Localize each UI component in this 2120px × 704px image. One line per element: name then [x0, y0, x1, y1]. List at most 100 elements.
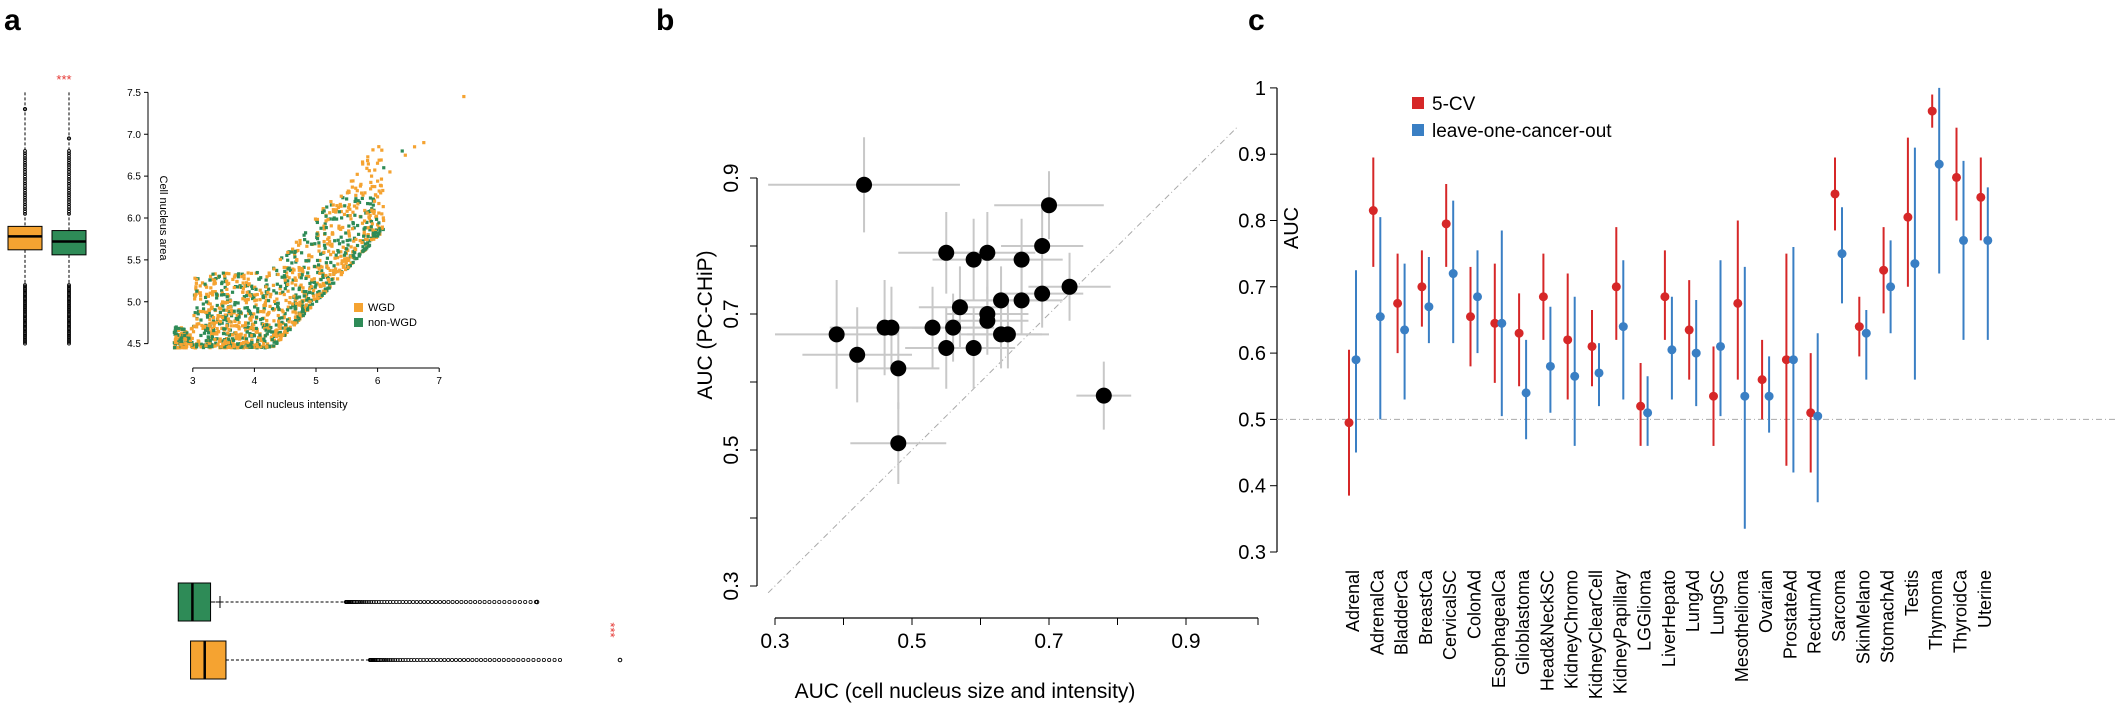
- point-loco: [1473, 292, 1482, 302]
- wgd-point: [315, 265, 319, 269]
- box-intensity-wgd-outlier: [536, 658, 541, 663]
- box-area-wgd-outlier: [23, 183, 27, 188]
- wgd-point: [249, 271, 254, 275]
- wgd-point: [190, 336, 194, 341]
- non-wgd-point: [342, 253, 347, 257]
- wgd-point: [192, 313, 196, 318]
- wgd-point: [300, 266, 304, 271]
- non-wgd-point: [297, 286, 302, 290]
- wgd-point: [255, 292, 259, 297]
- point-5cv: [1587, 341, 1597, 351]
- wgd-point: [326, 266, 330, 270]
- wgd-point: [219, 307, 223, 311]
- non-wgd-point: [201, 307, 206, 311]
- non-wgd-point: [304, 290, 308, 294]
- wgd-point: [362, 230, 366, 234]
- non-wgd-point: [293, 306, 297, 310]
- wgd-point: [340, 261, 344, 266]
- point-loco: [1521, 388, 1531, 398]
- point-loco: [1643, 408, 1653, 418]
- box-intensity-non-wgd-outlier: [407, 600, 412, 605]
- box-intensity-non-wgd-outlier: [459, 600, 464, 605]
- wgd-point: [277, 324, 281, 329]
- non-wgd-point: [202, 331, 207, 335]
- wgd-point: [349, 217, 353, 221]
- non-wgd-point: [178, 338, 182, 342]
- box-area-non-wgd-outlier: [67, 163, 71, 167]
- panel-a-y-tick-label: 6.0: [127, 214, 141, 225]
- wgd-point: [370, 184, 374, 189]
- box-intensity-non-wgd-outlier: [404, 600, 409, 605]
- non-wgd-point: [303, 231, 308, 235]
- non-wgd-point: [317, 241, 321, 245]
- wgd-point: [311, 288, 316, 293]
- wgd-point: [388, 170, 392, 174]
- box-intensity-non-wgd-box: [177, 582, 212, 622]
- wgd-point: [183, 336, 187, 340]
- non-wgd-point: [351, 253, 355, 257]
- wgd-point: [239, 341, 244, 345]
- box-intensity-wgd-outlier: [428, 658, 433, 663]
- panel-a-x-axis-label: Cell nucleus intensity: [244, 399, 348, 411]
- non-wgd-point: [221, 304, 225, 308]
- data-point: [1013, 292, 1030, 309]
- wgd-point: [276, 272, 280, 277]
- data-point: [1034, 285, 1051, 302]
- wgd-point: [355, 189, 359, 193]
- wgd-point: [334, 210, 338, 214]
- panel-b-scatter: 0.3 0.5 0.7 0.9 0.3 0.5 0.7 0.9 AUC (cell nucleu…: [694, 126, 1259, 703]
- wgd-point: [291, 321, 295, 325]
- non-wgd-point: [232, 309, 236, 313]
- wgd-point: [283, 278, 287, 282]
- wgd-point: [226, 341, 231, 345]
- wgd-point: [358, 239, 362, 243]
- wgd-point: [308, 287, 312, 291]
- non-wgd-point: [343, 204, 347, 208]
- wgd-point: [341, 265, 346, 269]
- non-wgd-point: [356, 223, 360, 228]
- data-point: [1095, 387, 1112, 404]
- wgd-point: [229, 308, 233, 313]
- box-intensity-wgd-outlier: [450, 658, 455, 663]
- wgd-point: [381, 205, 385, 209]
- wgd-point: [218, 337, 222, 341]
- non-wgd-point: [324, 261, 328, 265]
- non-wgd-point: [174, 325, 178, 329]
- wgd-point: [253, 285, 257, 289]
- wgd-point: [216, 342, 220, 347]
- box-area-non-wgd-outlier: [67, 193, 71, 198]
- wgd-point: [201, 326, 205, 331]
- point-loco: [1545, 361, 1555, 371]
- wgd-point: [359, 182, 363, 186]
- box-intensity-non-wgd-outlier: [497, 600, 502, 605]
- box-intensity-non-wgd-outlier: [364, 600, 369, 605]
- wgd-point: [273, 332, 277, 336]
- wgd-point: [254, 298, 259, 302]
- wgd-point: [218, 320, 223, 324]
- point-loco: [1861, 328, 1871, 338]
- non-wgd-point: [291, 287, 295, 291]
- wgd-point: [297, 268, 301, 272]
- non-wgd-point: [285, 253, 289, 257]
- non-wgd-point: [309, 280, 314, 284]
- data-point: [979, 312, 996, 329]
- wgd-point: [346, 205, 351, 210]
- wgd-point: [322, 283, 326, 287]
- point-5cv: [1976, 192, 1986, 202]
- non-wgd-point: [368, 202, 372, 206]
- non-wgd-point: [250, 286, 254, 291]
- non-wgd-point: [264, 328, 268, 332]
- wgd-point: [227, 345, 231, 349]
- data-point: [1034, 238, 1051, 254]
- wgd-point: [373, 184, 377, 189]
- wgd-point: [286, 250, 290, 255]
- wgd-point: [233, 319, 237, 323]
- non-wgd-point: [371, 197, 375, 201]
- non-wgd-point: [346, 243, 350, 247]
- non-wgd-point: [354, 197, 358, 201]
- wgd-point: [347, 190, 351, 194]
- non-wgd-point: [250, 345, 254, 349]
- box-intensity-non-wgd-outlier: [450, 600, 455, 605]
- non-wgd-point: [304, 259, 308, 263]
- wgd-point: [225, 324, 229, 328]
